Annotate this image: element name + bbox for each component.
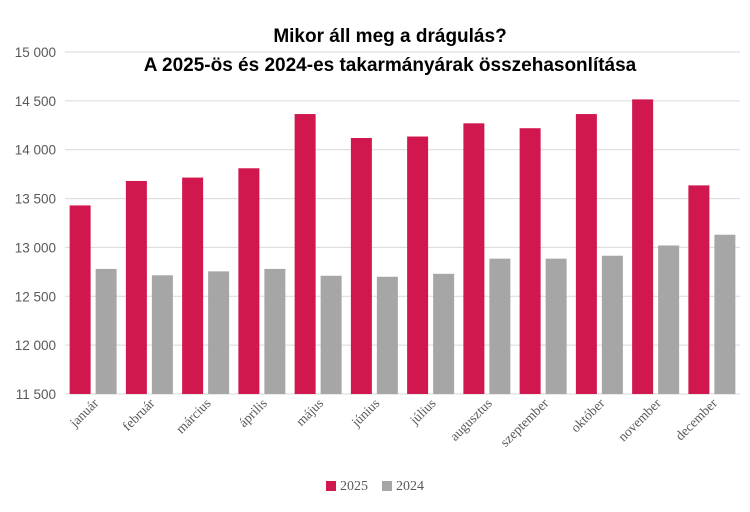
x-tick-label: március [173, 396, 214, 437]
x-tick-label: január [66, 395, 102, 431]
bar-2024-április [264, 268, 286, 394]
bar-2024-július [433, 273, 455, 394]
x-axis-ticks: január február március április május június jú… [66, 395, 720, 449]
bar-2024-december [714, 234, 736, 394]
y-tick-label: 14 500 [15, 94, 56, 109]
x-tick-label: október [568, 395, 608, 435]
bar-2024-november [658, 245, 680, 394]
chart-subtitle: A 2025-ös és 2024-es takarmányárak össze… [144, 55, 637, 76]
bar-2024-június [376, 276, 398, 394]
bar-2025-december [688, 185, 710, 394]
bar-2024-május [320, 275, 342, 394]
x-tick-label: június [348, 396, 383, 431]
y-tick-label: 13 500 [15, 192, 56, 207]
x-tick-label: november [615, 395, 664, 444]
chart-title: Mikor áll meg a drágulás? [273, 26, 506, 47]
bar-2024-január [95, 268, 117, 394]
x-tick-label: szeptember [497, 395, 551, 449]
y-tick-label: 11 500 [16, 387, 56, 402]
bars [69, 99, 736, 395]
bar-2024-szeptember [545, 258, 567, 394]
legend: 2025 2024 [326, 479, 424, 494]
bar-2025-október [575, 114, 597, 394]
bar-2025-április [238, 168, 260, 394]
legend-swatch-2024 [382, 481, 392, 491]
bar-2025-január [69, 205, 91, 394]
gridlines [65, 51, 740, 395]
bar-2025-augusztus [463, 123, 485, 395]
bar-2025-július [407, 136, 429, 394]
x-tick-label: december [672, 395, 720, 443]
bar-2025-szeptember [519, 128, 541, 394]
y-axis-ticks: 11 500 12 000 12 500 13 000 13 500 14 000 14 5… [15, 45, 56, 402]
x-tick-label: április [236, 396, 270, 430]
bar-2024-március [208, 271, 230, 394]
bar-2025-június [350, 137, 372, 394]
y-tick-label: 13 000 [15, 240, 56, 255]
x-tick-label: május [293, 396, 326, 429]
legend-swatch-2025 [326, 481, 336, 491]
y-tick-label: 12 500 [15, 289, 56, 304]
bar-2024-augusztus [489, 258, 511, 394]
y-tick-label: 15 000 [15, 45, 56, 60]
y-tick-label: 12 000 [15, 338, 56, 353]
bar-2024-október [601, 255, 623, 394]
y-tick-label: 14 000 [15, 143, 56, 158]
bar-2025-március [182, 177, 204, 394]
bar-2025-február [125, 180, 147, 394]
x-tick-label: augusztus [447, 396, 495, 444]
bar-2025-november [632, 99, 654, 395]
x-tick-label: február [119, 395, 158, 434]
legend-label-2024: 2024 [396, 479, 424, 494]
bar-2025-május [294, 114, 316, 394]
legend-label-2025: 2025 [340, 479, 368, 494]
bar-2024-február [151, 275, 173, 394]
x-tick-label: július [406, 396, 439, 429]
